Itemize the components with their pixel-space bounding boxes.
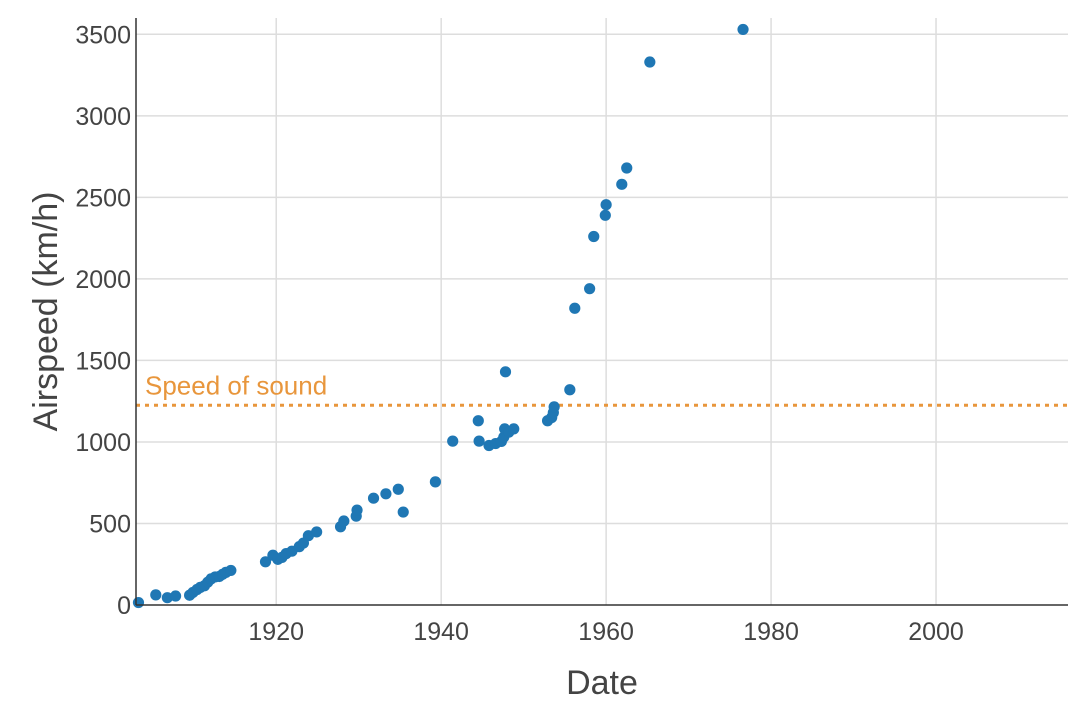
grid-lines <box>136 18 1068 605</box>
data-point <box>429 476 441 488</box>
data-point <box>548 401 560 413</box>
data-point <box>584 283 596 295</box>
data-point <box>338 515 350 527</box>
data-point <box>564 384 576 396</box>
y-tick-label: 2500 <box>75 184 131 212</box>
data-point <box>397 506 409 518</box>
data-point <box>599 209 611 221</box>
data-point <box>737 23 749 36</box>
data-point <box>569 302 581 314</box>
data-point <box>588 230 600 243</box>
x-tick-label: 1960 <box>578 618 634 646</box>
data-point <box>621 162 633 174</box>
y-tick-label: 0 <box>117 592 131 620</box>
y-tick-label: 2000 <box>75 266 131 294</box>
data-point <box>473 435 485 447</box>
speed-of-sound-label: Speed of sound <box>145 370 327 400</box>
x-tick-label: 1980 <box>743 618 799 646</box>
data-point <box>380 488 392 500</box>
axes: 1920 1940 1960 1980 2000 0 500 1000 1500 2000 2500… <box>75 18 1068 646</box>
data-point <box>508 423 520 435</box>
data-point <box>447 435 459 447</box>
data-point <box>600 199 612 211</box>
data-point <box>644 56 656 68</box>
data-point <box>616 178 628 190</box>
data-point <box>259 556 272 568</box>
data-point <box>169 590 182 602</box>
data-points <box>132 23 749 609</box>
y-tick-label: 1000 <box>75 429 131 457</box>
x-axis-title: Date <box>566 664 638 702</box>
data-point <box>392 483 404 495</box>
data-point <box>150 589 162 601</box>
y-axis-title: Airspeed (km/h) <box>27 192 65 432</box>
x-tick-label: 1920 <box>248 618 304 646</box>
x-tick-label: 1940 <box>413 618 469 646</box>
data-point <box>225 564 237 577</box>
y-tick-label: 3000 <box>75 103 131 131</box>
data-point <box>351 504 363 516</box>
y-tick-label: 1500 <box>75 347 131 375</box>
data-point <box>499 366 512 378</box>
y-tick-label: 3500 <box>75 21 131 49</box>
data-point <box>472 415 484 427</box>
x-tick-label: 2000 <box>908 618 964 646</box>
y-tick-label: 500 <box>89 510 131 538</box>
data-point <box>132 596 145 609</box>
data-point <box>367 492 380 504</box>
data-point <box>311 526 323 538</box>
